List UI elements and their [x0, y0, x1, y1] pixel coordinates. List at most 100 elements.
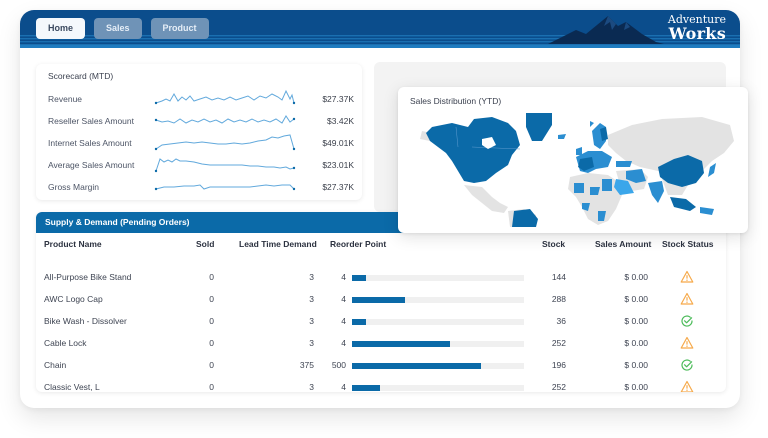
logo-text-works: Works — [668, 24, 726, 43]
internet-sales-sparkline — [154, 134, 296, 151]
scorecard-row-gross-margin: Gross Margin $27.37K — [48, 180, 354, 194]
scorecard-row-reseller-sales: Reseller Sales Amount $3.42K — [48, 114, 354, 128]
header-bar: Home Sales Product Adventure Works — [20, 10, 740, 48]
tab-product[interactable]: Product — [150, 18, 209, 39]
cell-sold: 0 — [209, 360, 214, 370]
cell-sales: $ 0.00 — [624, 360, 648, 370]
cell-lead: 3 — [309, 294, 314, 304]
scorecard-row-revenue: Revenue $27.37K — [48, 89, 354, 106]
cell-reorder: 4 — [341, 338, 346, 348]
cell-stock: 252 — [551, 382, 566, 392]
col-reorder-point[interactable]: Reorder Point — [330, 239, 387, 249]
scorecard-row-internet-sales: Internet Sales Amount $49.01K — [48, 134, 354, 151]
reorder-bar-fill — [352, 341, 451, 347]
header-bottom-line — [20, 45, 740, 48]
cell-lead: 3 — [309, 272, 314, 282]
check-circle-icon — [681, 359, 693, 371]
cell-reorder: 4 — [341, 382, 346, 392]
col-sold[interactable]: Sold — [196, 239, 215, 249]
reorder-bar — [352, 275, 524, 281]
cell-reorder: 500 — [331, 360, 346, 370]
supply-demand-card: Supply & Demand (Pending Orders) Product… — [36, 212, 726, 392]
reorder-bar-fill — [352, 385, 380, 391]
cell-reorder: 4 — [341, 316, 346, 326]
cell-stock: 144 — [551, 272, 566, 282]
metric-label: Gross Margin — [48, 182, 100, 192]
cell-sold: 0 — [209, 294, 214, 304]
cell-stock: 252 — [551, 338, 566, 348]
cell-reorder: 4 — [341, 294, 346, 304]
cell-sales: $ 0.00 — [624, 382, 648, 392]
average-sales-sparkline — [154, 158, 296, 173]
nav-tabs: Home Sales Product — [36, 18, 209, 39]
metric-value: $49.01K — [322, 138, 354, 148]
cell-sales: $ 0.00 — [624, 294, 648, 304]
tab-home[interactable]: Home — [36, 18, 86, 39]
cell-stock: 288 — [551, 294, 566, 304]
metric-label: Average Sales Amount — [48, 160, 135, 170]
cell-sold: 0 — [209, 316, 214, 326]
reorder-bar — [352, 363, 524, 369]
metric-value: $23.01K — [322, 160, 354, 170]
metric-value: $27.37K — [322, 94, 354, 104]
supply-demand-title: Supply & Demand (Pending Orders) — [45, 217, 190, 227]
cell-product: Bike Wash - Dissolver — [44, 316, 127, 326]
cell-product: All-Purpose Bike Stand — [44, 272, 132, 282]
reorder-bar-fill — [352, 363, 481, 369]
scorecard-row-average-sales: Average Sales Amount $23.01K — [48, 158, 354, 173]
cell-sales: $ 0.00 — [624, 338, 648, 348]
logo-text-adventure: Adventure — [667, 13, 726, 26]
cell-product: Chain — [44, 360, 67, 370]
adventure-works-logo: Adventure Works — [546, 12, 726, 46]
reorder-bar-fill — [352, 297, 406, 303]
warning-icon — [680, 292, 694, 305]
cell-product: AWC Logo Cap — [44, 294, 103, 304]
col-sales-amount[interactable]: Sales Amount — [595, 239, 652, 249]
reorder-bar-fill — [352, 319, 366, 325]
dashboard-window: Home Sales Product Adventure Works Score… — [20, 10, 748, 408]
tab-sales[interactable]: Sales — [94, 18, 142, 39]
table-row[interactable]: AWC Logo Cap 0 3 4 288 $ 0.00 — [36, 290, 726, 312]
metric-label: Revenue — [48, 94, 83, 104]
metric-value: $3.42K — [327, 116, 354, 126]
cell-sales: $ 0.00 — [624, 272, 648, 282]
col-product-name[interactable]: Product Name — [44, 239, 102, 249]
reorder-bar — [352, 319, 524, 325]
scorecard-title: Scorecard (MTD) — [48, 71, 114, 81]
col-stock[interactable]: Stock — [542, 239, 566, 249]
cell-stock: 196 — [551, 360, 566, 370]
scorecard-card: Scorecard (MTD) Revenue $27.37K Reseller… — [36, 64, 362, 200]
warning-icon — [680, 336, 694, 349]
reorder-bar — [352, 341, 524, 347]
col-stock-status[interactable]: Stock Status — [662, 239, 714, 249]
reorder-bar-fill — [352, 275, 366, 281]
cell-product: Classic Vest, L — [44, 382, 100, 392]
cell-sold: 0 — [209, 338, 214, 348]
table-row[interactable]: Classic Vest, L 0 3 4 252 $ 0.00 — [36, 378, 726, 392]
table-row[interactable]: Bike Wash - Dissolver 0 3 4 36 $ 0.00 — [36, 312, 726, 334]
reorder-bar — [352, 297, 524, 303]
cell-sold: 0 — [209, 272, 214, 282]
reorder-bar — [352, 385, 524, 391]
cell-sold: 0 — [209, 382, 214, 392]
table-row[interactable]: All-Purpose Bike Stand 0 3 4 144 $ 0.00 — [36, 268, 726, 290]
reseller-sales-sparkline — [154, 115, 296, 124]
cell-lead: 3 — [309, 338, 314, 348]
cell-reorder: 4 — [341, 272, 346, 282]
metric-label: Reseller Sales Amount — [48, 116, 134, 126]
cell-product: Cable Lock — [44, 338, 87, 348]
table-row[interactable]: Chain 0 375 500 196 $ 0.00 — [36, 356, 726, 378]
sales-distribution-title: Sales Distribution (YTD) — [410, 96, 502, 106]
gross-margin-sparkline — [154, 184, 296, 191]
sales-distribution-card: Sales Distribution (YTD) — [398, 87, 748, 233]
col-lead-time-demand[interactable]: Lead Time Demand — [239, 239, 317, 249]
warning-icon — [680, 380, 694, 392]
world-map[interactable] — [412, 111, 736, 227]
metric-label: Internet Sales Amount — [48, 138, 132, 148]
cell-lead: 3 — [309, 382, 314, 392]
warning-icon — [680, 270, 694, 283]
cell-stock: 36 — [556, 316, 566, 326]
cell-lead: 3 — [309, 316, 314, 326]
revenue-sparkline — [154, 89, 296, 105]
table-row[interactable]: Cable Lock 0 3 4 252 $ 0.00 — [36, 334, 726, 356]
